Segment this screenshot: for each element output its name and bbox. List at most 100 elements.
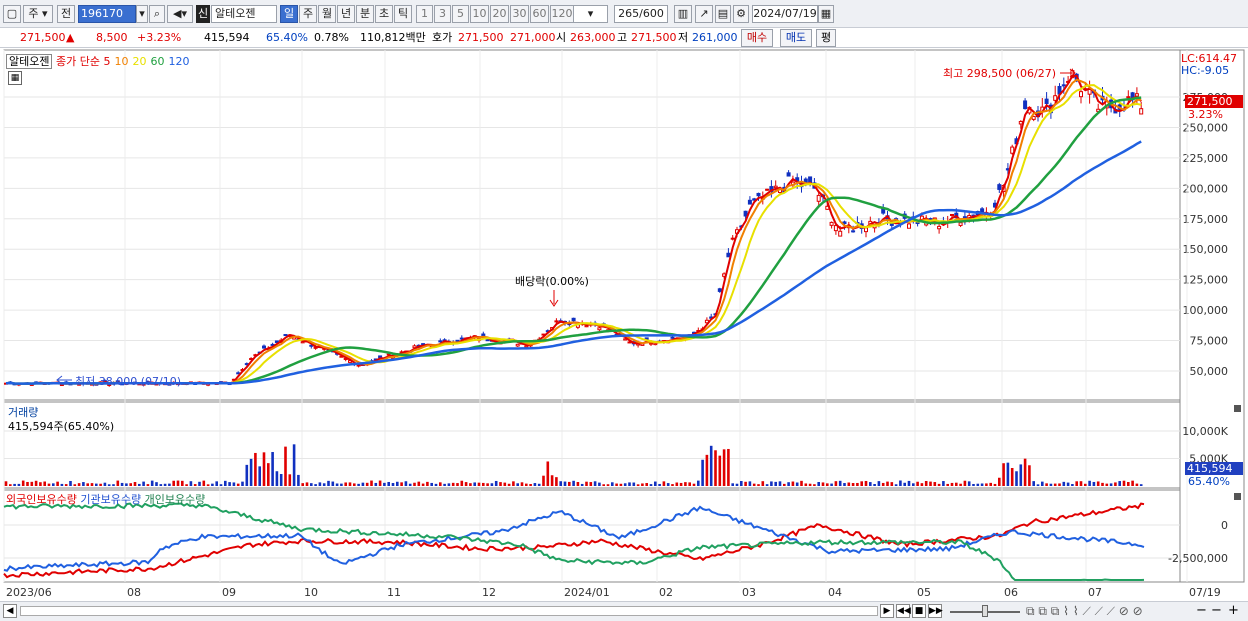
drawing-tools-icons[interactable]: ⧉ ⧉ ⧉ ⌇ ⌇ ⟋ ⟋ ⟋ ⊘ ⊘	[1026, 604, 1143, 618]
draw-tool-icon[interactable]: ↗	[695, 5, 713, 23]
volume-bar-5	[26, 481, 29, 486]
code-dropdown-icon[interactable]: ▾	[136, 5, 148, 23]
candle-body-166	[717, 288, 722, 292]
period-tab-2[interactable]: 월	[318, 5, 336, 23]
stop-icon[interactable]: ■	[912, 604, 926, 618]
x-tick-1: 08	[127, 586, 141, 599]
interval-button-3[interactable]: 10	[470, 5, 489, 23]
count-display[interactable]: 265/600	[614, 5, 668, 23]
volume-bar-85	[370, 480, 373, 486]
volume-bar-97	[421, 483, 425, 486]
calculator-icon[interactable]: ▦	[8, 71, 22, 85]
eval-button[interactable]: 평	[816, 29, 836, 47]
date-field[interactable]: 2024/07/19	[752, 5, 818, 23]
volume-bar-228	[985, 483, 988, 486]
low-label: 저	[678, 31, 689, 44]
volume-bar-77	[335, 483, 339, 486]
period-tab-0[interactable]: 일	[280, 5, 298, 23]
layout-icon[interactable]: ▢	[3, 5, 21, 23]
volume-bar-2	[13, 483, 16, 486]
period-tab-6[interactable]: 틱	[394, 5, 412, 23]
save-icon[interactable]: ▤	[715, 5, 731, 23]
volume-bar-183	[791, 481, 795, 486]
interval-button-1[interactable]: 3	[434, 5, 451, 23]
volume-bar-7	[34, 480, 38, 486]
sell-button[interactable]: 매도	[780, 29, 812, 47]
volume-bar-155	[671, 484, 674, 486]
volume-bar-124	[537, 483, 541, 486]
interval-button-5[interactable]: 30	[510, 5, 529, 23]
minus-icon[interactable]: −	[1211, 603, 1222, 618]
volume-bar-54	[236, 483, 240, 486]
volume-bar-108	[469, 483, 472, 486]
individual-legend: 개인보유수량	[144, 493, 206, 506]
volume-bar-57	[249, 458, 253, 486]
period-tab-3[interactable]: 년	[337, 5, 355, 23]
volume-bar-252	[1088, 480, 1091, 486]
zoom-out-icon[interactable]: −	[1196, 603, 1207, 618]
open-price: 263,000	[570, 31, 616, 44]
holding-line-2	[3, 502, 1145, 581]
interval-button-2[interactable]: 5	[452, 5, 469, 23]
volume-bar-21	[95, 483, 98, 486]
volume-bar-192	[830, 483, 833, 486]
volume-bar-164	[709, 445, 713, 486]
rewind-icon[interactable]: ◀◀	[896, 604, 911, 618]
candle-body-69	[300, 341, 305, 344]
candle-type-icon[interactable]: ▥	[674, 5, 692, 23]
institution-legend: 기관보유수량	[80, 493, 142, 506]
price-tick-2: 225,000	[1183, 152, 1229, 165]
volume-bar-112	[486, 483, 489, 486]
forward-icon[interactable]: ▶▶	[928, 604, 943, 618]
ma-legend-2: 20	[132, 55, 147, 68]
volume-bar-44	[193, 484, 197, 486]
speaker-icon[interactable]: ◀▾	[167, 5, 193, 23]
calendar-icon[interactable]: ▦	[818, 5, 834, 23]
volume-bar-178	[770, 481, 773, 486]
volume-bar-115	[499, 482, 502, 486]
interval-button-0[interactable]: 1	[416, 5, 433, 23]
price-tick-5: 150,000	[1183, 243, 1229, 256]
interval-custom-select[interactable]: ▾	[573, 5, 608, 23]
scroll-track[interactable]	[20, 606, 878, 616]
interval-button-6[interactable]: 60	[530, 5, 549, 23]
market-select[interactable]: 주 ▾	[23, 5, 53, 23]
interval-button-4[interactable]: 20	[490, 5, 509, 23]
candle-body-192	[829, 221, 834, 226]
chart-scrollbar[interactable]: ◀ ▶ ◀◀ ■ ▶▶ ⧉ ⧉ ⧉ ⌇ ⌇ ⟋ ⟋ ⟋ ⊘ ⊘ − − +	[0, 601, 1248, 621]
scroll-left-icon[interactable]: ◀	[3, 604, 17, 618]
volume-bar-211	[912, 483, 915, 486]
volume-bar-171	[740, 480, 743, 486]
volume-bar-102	[443, 483, 446, 486]
candle-body-60	[262, 345, 266, 349]
scroll-right-icon[interactable]: ▶	[880, 604, 894, 618]
buy-button[interactable]: 매수	[741, 29, 773, 47]
code-input[interactable]: 196170	[78, 5, 136, 23]
period-tab-1[interactable]: 주	[299, 5, 317, 23]
prev-button[interactable]: 전	[57, 5, 75, 23]
gear-icon[interactable]: ⚙	[733, 5, 749, 23]
volume-bar-19	[86, 483, 89, 486]
high-price: 271,500	[631, 31, 677, 44]
x-tick-7: 02	[659, 586, 673, 599]
volume-bar-8	[39, 482, 42, 486]
volume-bar-38	[168, 483, 171, 486]
volume-bar-191	[826, 483, 829, 486]
volume-bar-40	[176, 480, 180, 486]
volume-bar-110	[477, 482, 481, 486]
count-value: 265	[618, 7, 640, 20]
zoom-in-icon[interactable]: +	[1228, 603, 1239, 618]
volume-bar-254	[1096, 481, 1100, 486]
volume-bar-230	[993, 483, 997, 486]
volume-bar-104	[451, 482, 455, 486]
volume-bar-257	[1109, 483, 1113, 486]
search-icon[interactable]: ⌕	[149, 5, 165, 23]
period-tab-5[interactable]: 초	[375, 5, 393, 23]
volume-bar-114	[494, 480, 498, 486]
volume-bar-51	[224, 480, 227, 486]
zoom-slider-handle[interactable]	[982, 605, 988, 617]
period-tab-4[interactable]: 분	[356, 5, 374, 23]
volume-bar-4	[21, 480, 25, 486]
candle-body-195	[842, 221, 847, 225]
